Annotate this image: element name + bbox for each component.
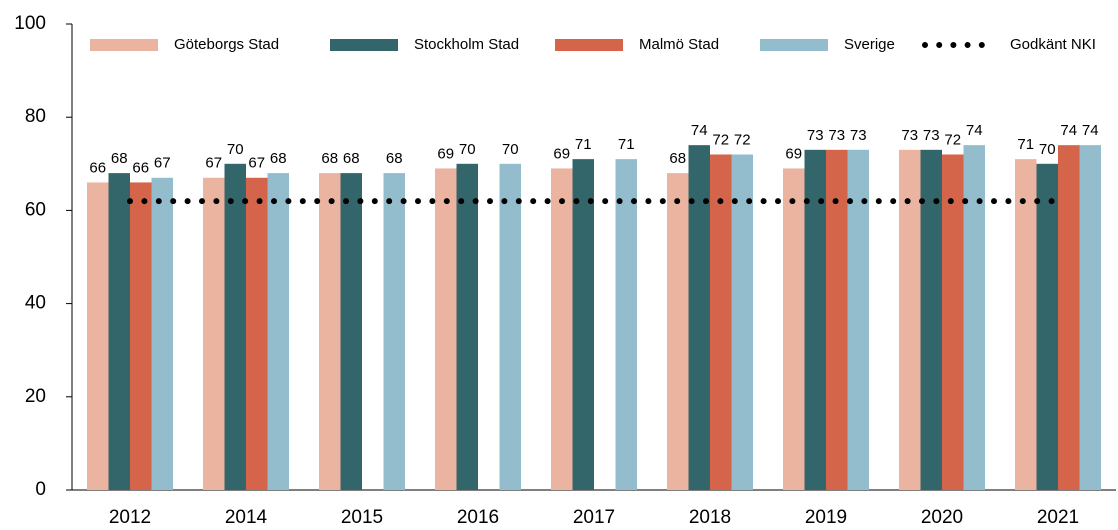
bar [804, 149, 826, 490]
data-label: 69 [785, 145, 802, 162]
data-label: 70 [502, 141, 519, 158]
legend-label: Sverige [844, 36, 895, 53]
bar [899, 149, 921, 490]
data-label: 67 [248, 155, 265, 172]
legend-swatch [90, 39, 158, 51]
data-label: 67 [205, 155, 222, 172]
bar [499, 163, 521, 491]
x-tick-label: 2015 [341, 507, 383, 528]
bar [826, 149, 848, 490]
bar [920, 149, 942, 490]
bar [435, 168, 457, 490]
legend-label: Göteborgs Stad [174, 36, 279, 53]
data-label: 74 [966, 122, 983, 139]
bar [847, 149, 869, 490]
data-label: 70 [1039, 141, 1056, 158]
data-label: 70 [227, 141, 244, 158]
data-label: 68 [321, 150, 338, 167]
bar [783, 168, 805, 490]
bar [340, 173, 362, 490]
bar [615, 159, 637, 490]
bar [224, 163, 246, 491]
legend-swatch [330, 39, 398, 51]
legend-label: Stockholm Stad [414, 36, 519, 53]
x-tick-label: 2012 [109, 507, 151, 528]
data-label: 71 [1017, 136, 1034, 153]
bar [551, 168, 573, 490]
data-label: 67 [154, 155, 171, 172]
legend-swatch [555, 39, 623, 51]
bar [203, 177, 225, 490]
bar [87, 182, 109, 490]
bar [130, 182, 152, 490]
data-label: 66 [89, 159, 106, 176]
data-label: 69 [553, 145, 570, 162]
bar [942, 154, 964, 491]
data-label: 66 [132, 159, 149, 176]
data-label: 68 [669, 150, 686, 167]
bar [731, 154, 753, 491]
data-label: 73 [807, 127, 824, 144]
bar [572, 159, 594, 490]
data-label: 68 [270, 150, 287, 167]
y-tick-label: 0 [35, 479, 46, 500]
data-label: 73 [901, 127, 918, 144]
legend-label: Malmö Stad [639, 36, 719, 53]
data-label: 73 [923, 127, 940, 144]
data-label: 72 [944, 131, 961, 148]
y-tick-label: 100 [14, 13, 46, 34]
x-tick-label: 2016 [457, 507, 499, 528]
data-label: 72 [712, 131, 729, 148]
data-label: 72 [734, 131, 751, 148]
data-label: 73 [850, 127, 867, 144]
bar [1036, 163, 1058, 491]
bar [688, 145, 710, 490]
x-tick-label: 2019 [805, 507, 847, 528]
x-tick-label: 2018 [689, 507, 731, 528]
data-label: 68 [386, 150, 403, 167]
x-tick-label: 2020 [921, 507, 963, 528]
y-tick-label: 20 [25, 386, 46, 407]
bar [1079, 145, 1101, 490]
x-tick-label: 2017 [573, 507, 615, 528]
data-label: 73 [828, 127, 845, 144]
y-tick-label: 60 [25, 199, 46, 220]
bar [710, 154, 732, 491]
data-label: 71 [575, 136, 592, 153]
bar [267, 173, 289, 490]
bar [1058, 145, 1080, 490]
legend-label: Godkänt NKI [1010, 36, 1096, 53]
data-label: 70 [459, 141, 476, 158]
bar [456, 163, 478, 491]
data-label: 68 [111, 150, 128, 167]
bar [1015, 159, 1037, 490]
bar [108, 173, 130, 490]
x-tick-label: 2021 [1037, 507, 1079, 528]
bar [383, 173, 405, 490]
bar [151, 177, 173, 490]
data-label: 71 [618, 136, 635, 153]
data-label: 68 [343, 150, 360, 167]
legend-swatch [760, 39, 828, 51]
data-label: 69 [437, 145, 454, 162]
bar [319, 173, 341, 490]
data-label: 74 [691, 122, 708, 139]
data-label: 74 [1082, 122, 1099, 139]
bar [246, 177, 268, 490]
bar [667, 173, 689, 490]
bar [963, 145, 985, 490]
y-tick-label: 40 [25, 293, 46, 314]
x-tick-label: 2014 [225, 507, 268, 528]
data-label: 74 [1060, 122, 1077, 139]
y-tick-label: 80 [25, 106, 46, 127]
